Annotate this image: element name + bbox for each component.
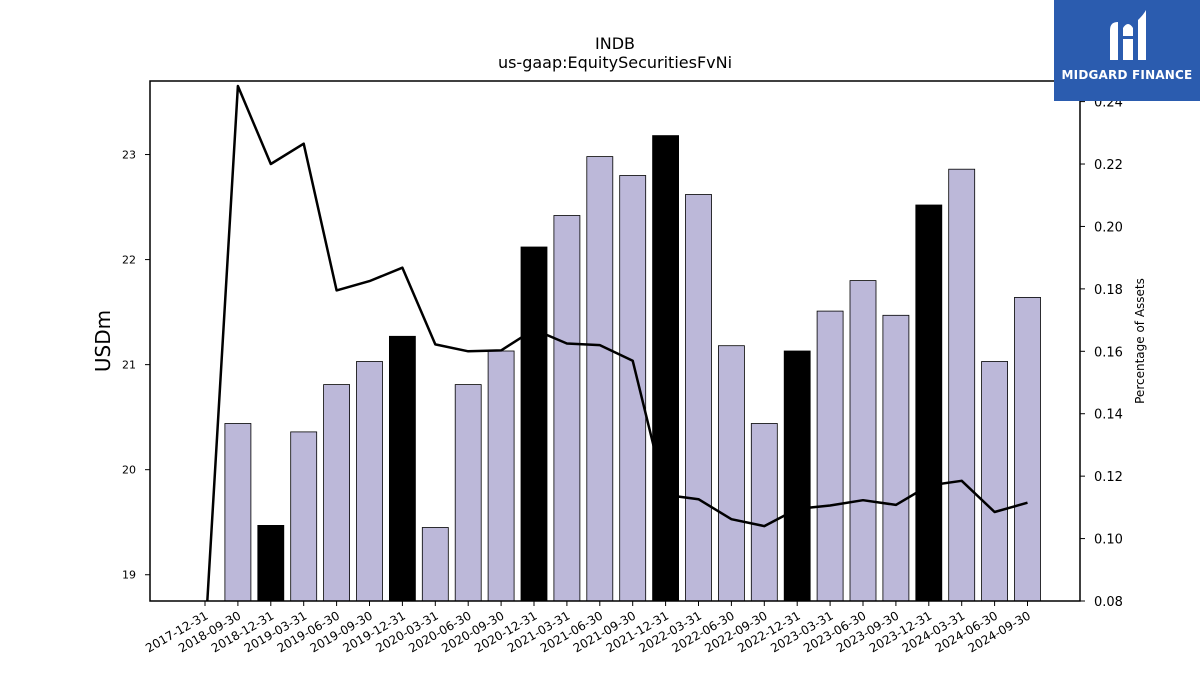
right-axis: 0.080.100.120.140.160.180.200.220.24 — [1080, 96, 1123, 610]
line-group — [206, 84, 1028, 601]
left-axis: 19 20 21 22 23 — [122, 149, 150, 582]
bar-2021-09-30 — [619, 175, 647, 602]
bar-2018-12-31 — [257, 525, 285, 602]
bar-2023-03-31 — [816, 310, 844, 602]
bar-2021-06-30 — [586, 156, 614, 602]
y2-tick-label: 0.08 — [1094, 595, 1123, 610]
bar-2018-09-30 — [224, 423, 252, 602]
y-tick-label: 19 — [122, 569, 136, 582]
bar-2023-06-30 — [849, 280, 877, 602]
bar-group — [224, 135, 1041, 602]
y2-tick-label: 0.16 — [1094, 345, 1123, 360]
y-tick-label: 23 — [122, 149, 136, 162]
bar-2021-12-31 — [652, 135, 679, 602]
bar-2019-06-30 — [323, 384, 351, 602]
bar-2019-03-31 — [290, 431, 318, 602]
percentage-line — [206, 84, 1028, 601]
bar-2024-06-30 — [981, 361, 1008, 602]
brand-name: MIDGARD FINANCE — [1061, 68, 1193, 82]
y2-tick-label: 0.12 — [1094, 470, 1123, 485]
bar-2024-09-30 — [1014, 296, 1041, 602]
bar-2021-03-31 — [553, 215, 581, 602]
bar-2022-03-31 — [685, 194, 712, 602]
bar-2020-03-31 — [421, 527, 449, 602]
y2-tick-label: 0.14 — [1094, 408, 1123, 423]
bar-2022-06-30 — [718, 345, 745, 602]
y-tick-label: 21 — [122, 359, 136, 372]
y2-tick-label: 0.20 — [1094, 220, 1123, 235]
y2-tick-label: 0.18 — [1094, 283, 1123, 298]
y-tick-label: 20 — [122, 464, 136, 477]
y-axis-label: USDm — [91, 310, 115, 372]
bar-2022-09-30 — [750, 423, 778, 602]
bar-2019-09-30 — [356, 361, 383, 602]
y2-tick-label: 0.10 — [1094, 533, 1123, 548]
chart-title: INDB — [595, 34, 635, 53]
chart-subtitle: us-gaap:EquitySecuritiesFvNi — [498, 53, 732, 72]
bar-2022-12-31 — [783, 350, 811, 602]
bar-2020-06-30 — [454, 384, 482, 602]
y2-tick-label: 0.22 — [1094, 158, 1123, 173]
bar-2023-09-30 — [882, 314, 910, 602]
x-axis: 2017-12-312018-09-302018-12-312019-03-31… — [143, 601, 1033, 655]
bar-2024-03-31 — [948, 168, 976, 602]
y2-axis-label: Percentage of Assets — [1133, 278, 1147, 404]
y-tick-label: 22 — [122, 254, 136, 267]
brand-logo: MIDGARD FINANCE — [1054, 0, 1200, 101]
bar-2020-09-30 — [487, 350, 515, 602]
bar-2019-12-31 — [388, 335, 416, 602]
midgard-logo-icon — [1110, 10, 1146, 60]
bar-2023-12-31 — [915, 204, 943, 602]
bar-2020-12-31 — [520, 246, 548, 602]
plot-frame — [149, 80, 1081, 602]
